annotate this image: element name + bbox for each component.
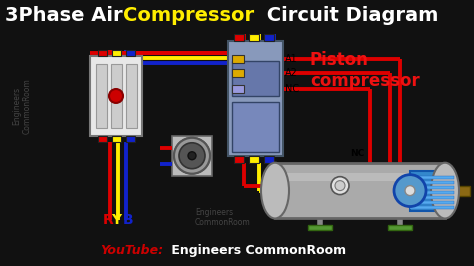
Text: Piston
compressor: Piston compressor	[310, 51, 420, 90]
Bar	[172, 136, 212, 176]
Ellipse shape	[188, 152, 196, 160]
Text: A2: A2	[285, 68, 298, 78]
Bar	[410, 196, 454, 198]
Text: A1: A1	[285, 54, 298, 64]
Bar	[264, 34, 274, 41]
Ellipse shape	[174, 138, 210, 174]
Bar	[410, 186, 454, 189]
Ellipse shape	[335, 181, 345, 191]
Bar	[98, 136, 107, 142]
Bar	[96, 64, 107, 128]
Bar	[410, 176, 454, 179]
Ellipse shape	[431, 163, 459, 218]
Bar	[232, 61, 279, 96]
Bar	[410, 171, 454, 210]
Bar	[264, 156, 274, 163]
Bar	[249, 156, 259, 163]
Ellipse shape	[178, 142, 206, 170]
Ellipse shape	[179, 143, 205, 169]
Ellipse shape	[174, 138, 210, 174]
Bar	[232, 102, 279, 152]
Bar	[308, 226, 332, 230]
Bar	[232, 85, 244, 93]
Bar	[112, 50, 121, 56]
Bar	[410, 206, 454, 209]
Bar	[410, 191, 454, 194]
Bar	[454, 186, 470, 196]
Bar	[410, 201, 454, 203]
Bar	[228, 41, 283, 156]
Text: YouTube:: YouTube:	[100, 244, 163, 257]
Bar	[234, 156, 244, 163]
Bar	[111, 64, 122, 128]
Bar	[388, 226, 412, 230]
Ellipse shape	[109, 89, 123, 103]
Bar	[98, 50, 107, 56]
Ellipse shape	[394, 175, 426, 206]
Text: Compressor: Compressor	[123, 6, 254, 25]
Text: Circuit Diagram: Circuit Diagram	[260, 6, 438, 25]
Bar	[126, 50, 135, 56]
Bar	[249, 34, 259, 41]
Bar	[126, 136, 135, 142]
Text: Engineers
CommonRoom: Engineers CommonRoom	[12, 78, 32, 134]
Bar	[275, 163, 445, 218]
Ellipse shape	[188, 152, 196, 160]
Bar	[232, 55, 244, 63]
Bar	[126, 64, 137, 128]
Text: NC: NC	[350, 149, 364, 158]
Text: R: R	[103, 213, 113, 227]
Bar	[234, 34, 244, 41]
Ellipse shape	[261, 163, 289, 218]
Text: NC: NC	[285, 84, 299, 94]
Bar	[275, 173, 445, 181]
Ellipse shape	[331, 177, 349, 194]
Text: Engineers
CommonRoom: Engineers CommonRoom	[195, 207, 251, 227]
Text: 3Phase Air: 3Phase Air	[5, 6, 129, 25]
Bar	[410, 181, 454, 184]
Text: B: B	[123, 213, 133, 227]
Bar	[90, 56, 142, 136]
Text: Y: Y	[111, 213, 121, 227]
Ellipse shape	[405, 186, 415, 196]
Text: Engineers CommonRoom: Engineers CommonRoom	[167, 244, 346, 257]
Bar	[112, 136, 121, 142]
Bar	[232, 69, 244, 77]
